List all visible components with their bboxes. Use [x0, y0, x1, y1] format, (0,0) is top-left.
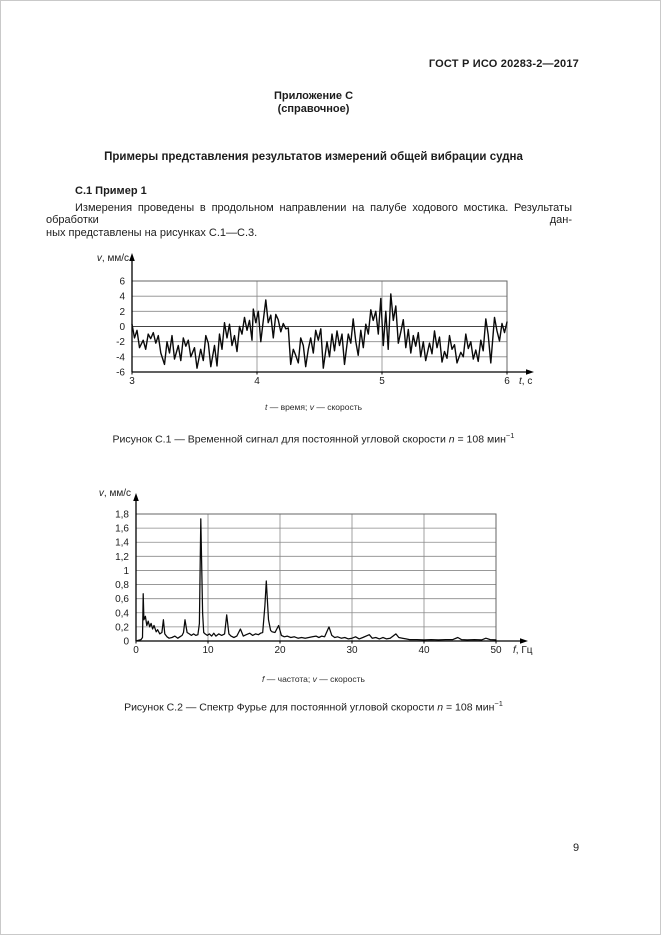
caption-text: Рисунок С.2 — Спектр Фурье для постоянно… — [124, 701, 438, 714]
svg-text:20: 20 — [274, 645, 286, 656]
legend-symbol-v: v — [309, 402, 314, 412]
figure-c2-legend: f — частота; v — скорость — [46, 674, 581, 684]
svg-text:0: 0 — [133, 645, 139, 656]
page-title: Примеры представления результатов измере… — [104, 151, 523, 163]
svg-text:30: 30 — [346, 645, 358, 656]
caption-superscript: −1 — [494, 699, 503, 708]
svg-text:v, мм/с: v, мм/с — [97, 253, 129, 264]
svg-text:1,6: 1,6 — [115, 524, 129, 535]
figure-c1-legend: t — время; v — скорость — [46, 402, 581, 412]
appendix-label: Приложение С — [273, 90, 354, 102]
legend-text-velocity: — скорость — [316, 674, 365, 684]
legend-symbol-v: v — [312, 674, 317, 684]
svg-text:5: 5 — [379, 376, 385, 387]
svg-text:0: 0 — [119, 322, 125, 333]
svg-text:2: 2 — [119, 307, 125, 318]
svg-text:0: 0 — [123, 637, 129, 648]
document-code: ГОСТ Р ИСО 20283-2—2017 — [428, 58, 579, 70]
figure-c2-fourier-spectrum-chart: 1,8 1,6 1,4 1,2 1 0,8 0,6 0,4 0,2 00 10 20 30 40 50 v, … — [99, 488, 533, 656]
svg-text:v, мм/с: v, мм/с — [99, 488, 131, 499]
figure-c1-time-signal-chart: 6 4 2 0 -2 -4 -6 3 4 5 6 v, мм/с t, с — [97, 253, 534, 387]
svg-text:50: 50 — [490, 645, 502, 656]
svg-text:3: 3 — [129, 376, 135, 387]
paragraph-line-2: ных представлены на рисунках С.1—С.3. — [46, 226, 258, 239]
body-paragraph: Измерения проведены в продольном направл… — [46, 202, 572, 239]
caption-equation: = 108 мин — [454, 433, 506, 446]
svg-text:1,4: 1,4 — [115, 538, 129, 549]
svg-text:0,2: 0,2 — [115, 622, 129, 633]
svg-text:-6: -6 — [116, 368, 125, 379]
legend-text-time: — время; — [267, 402, 310, 412]
svg-text:4: 4 — [254, 376, 260, 387]
figure-c1-caption: Рисунок С.1 — Временной сигнал для посто… — [46, 431, 581, 446]
paragraph-line-1: Измерения проведены в продольном направл… — [46, 202, 572, 227]
caption-text: Рисунок С.1 — Временной сигнал для посто… — [112, 433, 449, 446]
legend-text-velocity: — скорость — [313, 402, 363, 412]
svg-text:f, Гц: f, Гц — [513, 645, 533, 656]
appendix-heading: Приложение С (справочное) — [46, 90, 581, 116]
svg-text:t, с: t, с — [519, 376, 532, 387]
svg-text:0,6: 0,6 — [115, 594, 129, 605]
svg-text:40: 40 — [418, 645, 430, 656]
svg-text:6: 6 — [119, 277, 125, 288]
svg-text:1: 1 — [123, 566, 129, 577]
caption-variable-n: n — [448, 433, 455, 446]
svg-text:-2: -2 — [116, 337, 125, 348]
caption-variable-n: n — [437, 701, 444, 714]
svg-text:-4: -4 — [116, 352, 125, 363]
caption-superscript: −1 — [505, 431, 515, 440]
page-number: 9 — [573, 842, 580, 854]
caption-equation: = 108 мин — [443, 701, 495, 714]
svg-text:1,8: 1,8 — [115, 510, 129, 521]
legend-symbol-t: t — [264, 402, 268, 412]
figure-c2-caption: Рисунок С.2 — Спектр Фурье для постоянно… — [46, 699, 581, 714]
svg-text:1,2: 1,2 — [115, 552, 129, 563]
svg-text:6: 6 — [504, 376, 510, 387]
legend-symbol-f: f — [262, 674, 265, 684]
svg-text:0,4: 0,4 — [115, 608, 129, 619]
section-heading: С.1 Пример 1 — [75, 185, 147, 197]
legend-text-frequency: — частота; — [264, 674, 313, 684]
appendix-kind: (справочное) — [277, 103, 350, 115]
svg-text:10: 10 — [202, 645, 214, 656]
svg-text:0,8: 0,8 — [115, 580, 129, 591]
svg-text:4: 4 — [119, 292, 125, 303]
